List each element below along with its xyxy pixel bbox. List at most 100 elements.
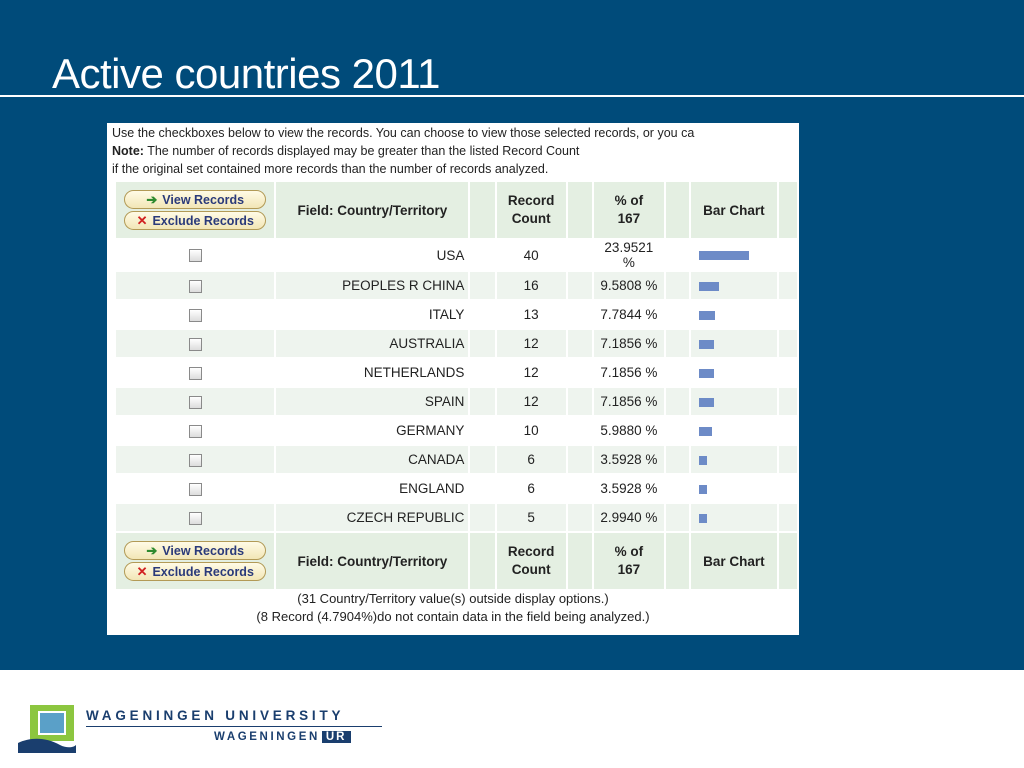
- row-checkbox[interactable]: [188, 453, 202, 467]
- bar-chart-bar: [698, 397, 714, 407]
- record-count-cell: 12: [496, 359, 566, 386]
- checkbox-cell: [116, 301, 275, 328]
- close-icon: ✕: [136, 563, 148, 579]
- country-cell: AUSTRALIA: [276, 330, 469, 357]
- record-count-cell: 16: [496, 272, 566, 299]
- header-percent: % of 167: [593, 182, 664, 238]
- row-checkbox[interactable]: [188, 482, 202, 496]
- row-checkbox[interactable]: [188, 424, 202, 438]
- percent-cell: 23.9521 %: [593, 240, 664, 270]
- table-row: ITALY 13 7.7844 %: [116, 301, 797, 328]
- record-count-cell: 12: [496, 330, 566, 357]
- bar-cell: [690, 475, 777, 502]
- checkbox-cell: [116, 359, 275, 386]
- instructions-line-1: Use the checkboxes below to view the rec…: [112, 126, 695, 140]
- checkbox-cell: [116, 417, 275, 444]
- checkbox-cell: [116, 272, 275, 299]
- bar-cell: [690, 388, 777, 415]
- header-record-count: Record Count: [496, 182, 566, 238]
- view-records-button[interactable]: ➔ View Records: [124, 541, 267, 560]
- analysis-panel: Use the checkboxes below to view the rec…: [107, 123, 799, 635]
- checkbox-cell: [116, 475, 275, 502]
- country-cell: GERMANY: [276, 417, 469, 444]
- close-icon: ✕: [136, 212, 148, 228]
- checkbox-cell: [116, 446, 275, 473]
- row-checkbox[interactable]: [188, 337, 202, 351]
- instructions: Use the checkboxes below to view the rec…: [112, 124, 694, 178]
- table-row: ENGLAND 6 3.5928 %: [116, 475, 797, 502]
- outside-options-note: (31 Country/Territory value(s) outside d…: [297, 591, 609, 606]
- record-count-cell: 6: [496, 475, 566, 502]
- ur-prefix: WAGENINGEN: [214, 731, 320, 743]
- arrow-right-icon: ➔: [146, 191, 158, 207]
- bar-cell: [690, 330, 777, 357]
- view-records-label: View Records: [162, 543, 245, 558]
- table-header-row: ➔ View Records ✕ Exclude Records Field: …: [116, 182, 797, 238]
- record-count-cell: 10: [496, 417, 566, 444]
- view-records-label: View Records: [162, 192, 245, 207]
- percent-cell: 9.5808 %: [593, 272, 664, 299]
- bar-cell: [690, 272, 777, 299]
- exclude-records-label: Exclude Records: [152, 213, 254, 228]
- exclude-records-button[interactable]: ✕ Exclude Records: [124, 562, 267, 581]
- bar-cell: [690, 359, 777, 386]
- table-footer-header-row: ➔ View Records ✕ Exclude Records Field: …: [116, 533, 797, 589]
- table-row: SPAIN 12 7.1856 %: [116, 388, 797, 415]
- row-checkbox[interactable]: [188, 395, 202, 409]
- slide-footer: [0, 670, 1024, 768]
- header-button-cell: ➔ View Records ✕ Exclude Records: [116, 182, 275, 238]
- header-record-count: Record Count: [496, 533, 566, 589]
- arrow-right-icon: ➔: [146, 542, 158, 558]
- country-cell: CANADA: [276, 446, 469, 473]
- row-checkbox[interactable]: [188, 366, 202, 380]
- table-row: GERMANY 10 5.9880 %: [116, 417, 797, 444]
- row-checkbox[interactable]: [188, 249, 202, 263]
- note-text: The number of records displayed may be g…: [143, 144, 580, 158]
- bar-chart-bar: [698, 513, 707, 523]
- header-button-cell: ➔ View Records ✕ Exclude Records: [116, 533, 275, 589]
- record-count-cell: 12: [496, 388, 566, 415]
- percent-cell: 5.9880 %: [593, 417, 664, 444]
- country-cell: USA: [276, 240, 469, 270]
- country-cell: ENGLAND: [276, 475, 469, 502]
- record-count-cell: 5: [496, 504, 566, 531]
- row-checkbox[interactable]: [188, 279, 202, 293]
- title-divider: [0, 95, 1024, 97]
- bar-chart-bar: [698, 310, 715, 320]
- bar-chart-bar: [698, 339, 714, 349]
- header-field: Field: Country/Territory: [276, 533, 469, 589]
- results-table-body: ➔ View Records ✕ Exclude Records Field: …: [116, 182, 797, 589]
- checkbox-cell: [116, 330, 275, 357]
- percent-cell: 7.1856 %: [593, 388, 664, 415]
- percent-cell: 3.5928 %: [593, 475, 664, 502]
- slide-title: Active countries 2011: [52, 50, 440, 97]
- table-row: AUSTRALIA 12 7.1856 %: [116, 330, 797, 357]
- row-checkbox[interactable]: [188, 511, 202, 525]
- bar-chart-bar: [698, 281, 719, 291]
- footer-divider: [86, 726, 382, 727]
- percent-cell: 3.5928 %: [593, 446, 664, 473]
- country-cell: NETHERLANDS: [276, 359, 469, 386]
- ur-badge: UR: [321, 731, 351, 743]
- country-cell: ITALY: [276, 301, 469, 328]
- missing-data-note: (8 Record (4.7904%)do not contain data i…: [256, 609, 650, 624]
- view-records-button[interactable]: ➔ View Records: [124, 190, 267, 209]
- table-row: PEOPLES R CHINA 16 9.5808 %: [116, 272, 797, 299]
- table-row: CANADA 6 3.5928 %: [116, 446, 797, 473]
- record-count-cell: 6: [496, 446, 566, 473]
- results-table: ➔ View Records ✕ Exclude Records Field: …: [114, 180, 799, 591]
- table-row: CZECH REPUBLIC 5 2.9940 %: [116, 504, 797, 531]
- exclude-records-label: Exclude Records: [152, 564, 254, 579]
- country-cell: PEOPLES R CHINA: [276, 272, 469, 299]
- table-row: NETHERLANDS 12 7.1856 %: [116, 359, 797, 386]
- bar-chart-bar: [698, 368, 714, 378]
- bar-chart-bar: [698, 484, 707, 494]
- instructions-line-3: if the original set contained more recor…: [112, 162, 549, 176]
- exclude-records-button[interactable]: ✕ Exclude Records: [124, 211, 267, 230]
- university-name: WAGENINGEN UNIVERSITY: [86, 708, 345, 723]
- header-field: Field: Country/Territory: [276, 182, 469, 238]
- bar-cell: [690, 446, 777, 473]
- row-checkbox[interactable]: [188, 308, 202, 322]
- header-percent: % of 167: [593, 533, 664, 589]
- country-cell: CZECH REPUBLIC: [276, 504, 469, 531]
